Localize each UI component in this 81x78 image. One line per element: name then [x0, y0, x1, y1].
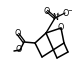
Text: O: O [16, 45, 22, 55]
Text: O: O [58, 23, 64, 33]
Text: O: O [44, 6, 50, 16]
Text: N: N [52, 13, 58, 22]
Text: O: O [63, 9, 69, 17]
Text: O: O [15, 29, 21, 39]
Text: −: − [68, 7, 72, 12]
Text: +: + [56, 12, 60, 17]
